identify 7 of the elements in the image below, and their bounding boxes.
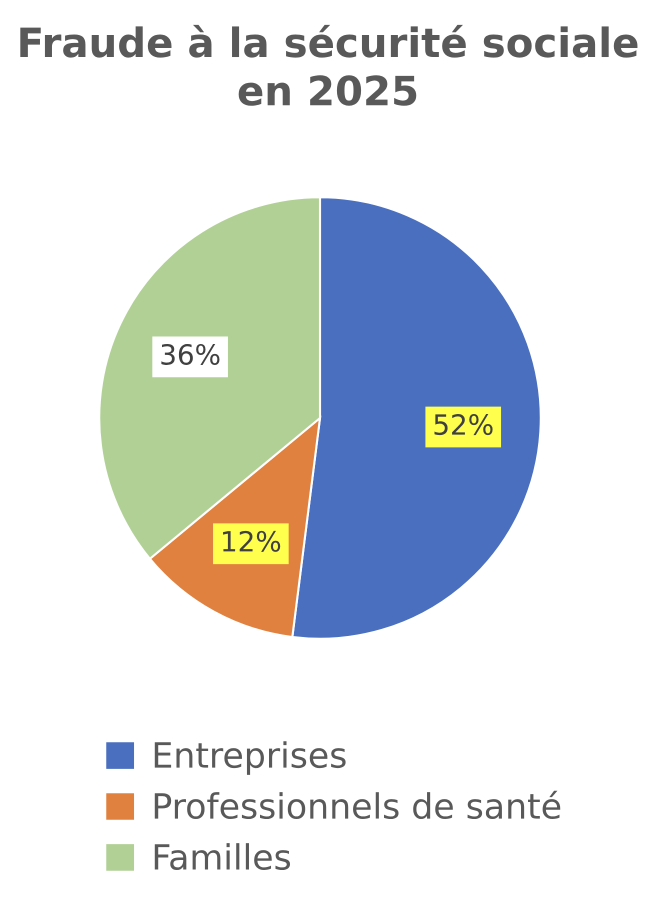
legend-label: Professionnels de santé: [154, 790, 560, 820]
data-label: 36%: [161, 344, 220, 365]
legend-label: Familles: [154, 843, 290, 870]
data-label: 12%: [223, 530, 280, 552]
data-label: 52%: [434, 414, 493, 436]
chart-title: Fraude à la sécurité sociale en 2025: [20, 24, 638, 106]
legend-label: Entreprises: [154, 741, 346, 775]
